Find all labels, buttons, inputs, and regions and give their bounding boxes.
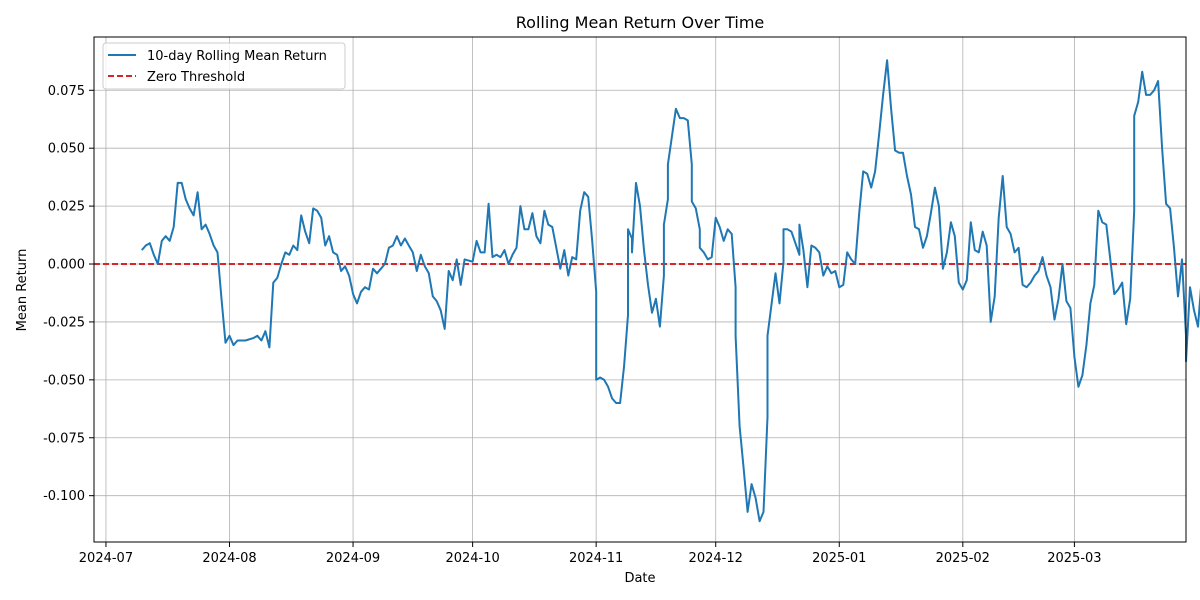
- legend-label-rolling-mean: 10-day Rolling Mean Return: [147, 49, 327, 64]
- y-tick-label: -0.025: [43, 315, 85, 330]
- y-tick-label: -0.075: [43, 431, 85, 446]
- x-tick-label: 2024-09: [326, 551, 380, 566]
- legend: 10-day Rolling Mean Return Zero Threshol…: [102, 42, 346, 90]
- y-tick-label: 0.075: [48, 84, 85, 99]
- rolling-mean-series-line: [141, 59, 1200, 523]
- x-axis-label: Date: [624, 571, 655, 586]
- legend-label-zero-threshold: Zero Threshold: [147, 70, 245, 85]
- x-tick-label: 2025-01: [812, 551, 866, 566]
- y-tick-label: 0.000: [48, 258, 85, 273]
- y-axis-ticks: -0.100 -0.075 -0.050 -0.025 0.000 0.025 0.050 0…: [43, 84, 94, 504]
- x-tick-label: 2025-02: [936, 551, 990, 566]
- x-tick-label: 2024-07: [79, 551, 133, 566]
- y-tick-label: -0.050: [43, 373, 85, 388]
- x-axis-ticks: 2024-07 2024-08 2024-09 2024-10 2024-11 2024-…: [79, 542, 1102, 566]
- x-tick-label: 2025-03: [1047, 551, 1101, 566]
- y-tick-label: -0.100: [43, 489, 85, 504]
- plot-frame: [93, 36, 1187, 543]
- y-axis-label: Mean Return: [15, 249, 30, 332]
- x-tick-label: 2024-11: [569, 551, 623, 566]
- chart-title: Rolling Mean Return Over Time: [516, 13, 765, 32]
- y-tick-label: 0.050: [48, 142, 85, 157]
- series-layer: [141, 59, 1200, 523]
- y-tick-label: 0.025: [48, 200, 85, 215]
- legend-frame: [102, 42, 346, 90]
- x-tick-label: 2024-10: [445, 551, 499, 566]
- x-tick-label: 2024-08: [202, 551, 256, 566]
- x-tick-label: 2024-12: [689, 551, 743, 566]
